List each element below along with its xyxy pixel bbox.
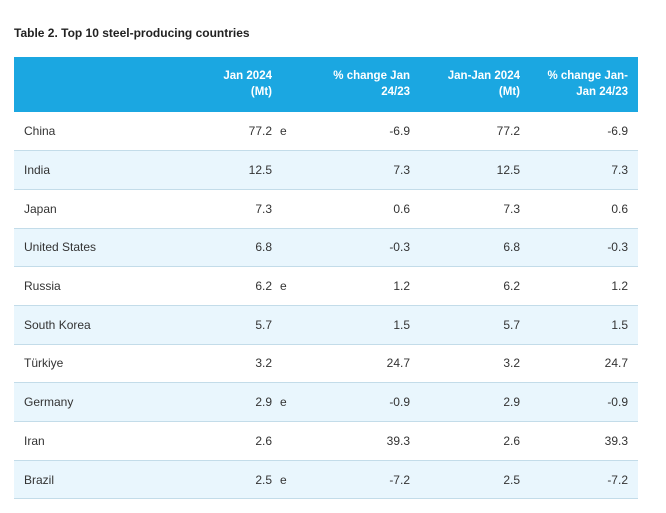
header-jan-2024-line2: (Mt): [250, 86, 272, 98]
jan-jan-2024-cell: 5.7: [410, 305, 522, 345]
country-cell: China: [14, 112, 162, 152]
table-row: Russia 6.2 e 1.2 6.2 1.2: [14, 266, 638, 306]
estimate-flag-cell: [272, 228, 307, 268]
header-pct-change-jan-line1: % change Jan: [333, 70, 410, 82]
estimate-flag-cell: [272, 344, 307, 384]
jan-jan-2024-cell: 3.2: [410, 344, 522, 384]
country-cell: Iran: [14, 421, 162, 461]
pct-change-ytd-cell: 1.2: [522, 266, 638, 306]
jan-jan-2024-cell: 12.5: [410, 150, 522, 190]
jan-2024-cell: 2.6: [162, 421, 272, 461]
pct-change-jan-cell: 1.5: [307, 305, 410, 345]
table-row: Iran 2.6 39.3 2.6 39.3: [14, 421, 638, 461]
table-row: India 12.5 7.3 12.5 7.3: [14, 150, 638, 190]
pct-change-ytd-cell: 7.3: [522, 150, 638, 190]
header-pct-change-jan-line2: 24/23: [381, 86, 410, 98]
estimate-flag-cell: e: [272, 266, 307, 306]
pct-change-jan-cell: 7.3: [307, 150, 410, 190]
header-jan-2024: Jan 2024 (Mt): [162, 57, 272, 112]
pct-change-jan-cell: -6.9: [307, 112, 410, 152]
jan-jan-2024-cell: 2.5: [410, 460, 522, 500]
header-pct-change-ytd: % change Jan- Jan 24/23: [522, 57, 638, 112]
table-row: Brazil 2.5 e -7.2 2.5 -7.2: [14, 460, 638, 500]
country-cell: Russia: [14, 266, 162, 306]
table-row: South Korea 5.7 1.5 5.7 1.5: [14, 305, 638, 345]
header-jan-jan-2024-line1: Jan-Jan 2024: [447, 70, 520, 82]
pct-change-jan-cell: -0.9: [307, 382, 410, 422]
jan-2024-cell: 2.9: [162, 382, 272, 422]
pct-change-jan-cell: 1.2: [307, 266, 410, 306]
header-jan-jan-2024-line2: (Mt): [498, 86, 520, 98]
pct-change-ytd-cell: -6.9: [522, 112, 638, 152]
header-pct-change-ytd-line2: Jan 24/23: [576, 86, 628, 98]
estimate-flag-cell: [272, 421, 307, 461]
table-row: China 77.2 e -6.9 77.2 -6.9: [14, 112, 638, 152]
country-cell: India: [14, 150, 162, 190]
country-cell: Brazil: [14, 460, 162, 500]
country-cell: Türkiye: [14, 344, 162, 384]
estimate-flag-cell: e: [272, 460, 307, 500]
header-jan-jan-2024: Jan-Jan 2024 (Mt): [410, 57, 522, 112]
pct-change-jan-cell: -7.2: [307, 460, 410, 500]
jan-jan-2024-cell: 7.3: [410, 189, 522, 229]
header-flag: [272, 57, 307, 112]
header-country: [14, 57, 162, 112]
pct-change-jan-cell: 39.3: [307, 421, 410, 461]
table-caption: Table 2. Top 10 steel-producing countrie…: [14, 26, 250, 40]
estimate-flag-cell: [272, 189, 307, 229]
table-row: Türkiye 3.2 24.7 3.2 24.7: [14, 344, 638, 384]
pct-change-jan-cell: 0.6: [307, 189, 410, 229]
pct-change-ytd-cell: 24.7: [522, 344, 638, 384]
jan-2024-cell: 6.2: [162, 266, 272, 306]
steel-production-table: Jan 2024 (Mt) % change Jan 24/23 Jan-Jan…: [14, 57, 638, 500]
jan-2024-cell: 7.3: [162, 189, 272, 229]
table-row: Japan 7.3 0.6 7.3 0.6: [14, 189, 638, 229]
country-cell: Japan: [14, 189, 162, 229]
pct-change-ytd-cell: 1.5: [522, 305, 638, 345]
jan-jan-2024-cell: 6.8: [410, 228, 522, 268]
header-pct-change-jan: % change Jan 24/23: [307, 57, 410, 112]
jan-jan-2024-cell: 77.2: [410, 112, 522, 152]
jan-jan-2024-cell: 6.2: [410, 266, 522, 306]
country-cell: United States: [14, 228, 162, 268]
pct-change-ytd-cell: 0.6: [522, 189, 638, 229]
jan-2024-cell: 3.2: [162, 344, 272, 384]
jan-2024-cell: 2.5: [162, 460, 272, 500]
country-cell: Germany: [14, 382, 162, 422]
jan-2024-cell: 77.2: [162, 112, 272, 152]
header-jan-2024-line1: Jan 2024: [223, 70, 272, 82]
header-pct-change-ytd-line1: % change Jan-: [547, 70, 628, 82]
table-row: United States 6.8 -0.3 6.8 -0.3: [14, 228, 638, 268]
header-row: Jan 2024 (Mt) % change Jan 24/23 Jan-Jan…: [14, 57, 638, 112]
table-row: Germany 2.9 e -0.9 2.9 -0.9: [14, 382, 638, 422]
pct-change-ytd-cell: -0.3: [522, 228, 638, 268]
pct-change-jan-cell: 24.7: [307, 344, 410, 384]
jan-2024-cell: 6.8: [162, 228, 272, 268]
pct-change-ytd-cell: -7.2: [522, 460, 638, 500]
country-cell: South Korea: [14, 305, 162, 345]
jan-2024-cell: 5.7: [162, 305, 272, 345]
pct-change-ytd-cell: -0.9: [522, 382, 638, 422]
jan-jan-2024-cell: 2.6: [410, 421, 522, 461]
jan-jan-2024-cell: 2.9: [410, 382, 522, 422]
pct-change-ytd-cell: 39.3: [522, 421, 638, 461]
pct-change-jan-cell: -0.3: [307, 228, 410, 268]
estimate-flag-cell: e: [272, 112, 307, 152]
estimate-flag-cell: [272, 305, 307, 345]
estimate-flag-cell: e: [272, 382, 307, 422]
estimate-flag-cell: [272, 150, 307, 190]
jan-2024-cell: 12.5: [162, 150, 272, 190]
